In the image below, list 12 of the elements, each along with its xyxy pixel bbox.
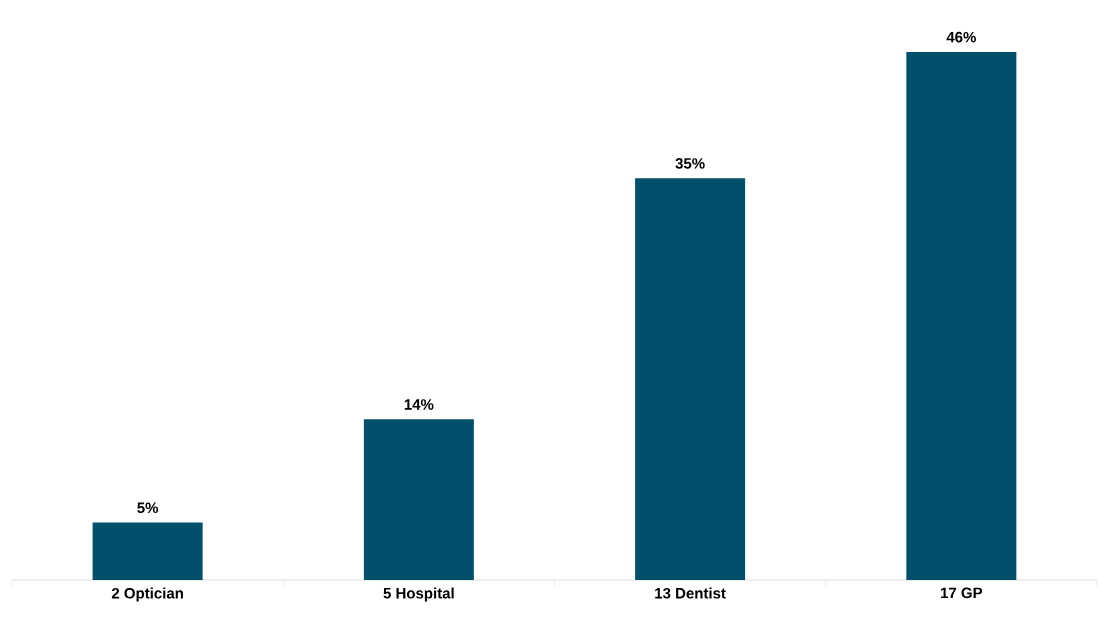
bar xyxy=(363,419,474,580)
bar xyxy=(92,522,203,580)
x-tick-label: 2 Optician xyxy=(111,587,183,602)
x-tick-label: 13 Dentist xyxy=(655,587,726,599)
bar xyxy=(635,178,746,580)
data-label: 5% xyxy=(137,502,159,514)
x-tick-label: 5 Hospital xyxy=(383,587,454,602)
x-tick-label: 17 GP xyxy=(941,587,983,599)
bar xyxy=(906,51,1017,580)
data-label: 46% xyxy=(946,31,976,43)
data-label: 14% xyxy=(404,399,434,410)
data-label: 35% xyxy=(675,158,705,169)
